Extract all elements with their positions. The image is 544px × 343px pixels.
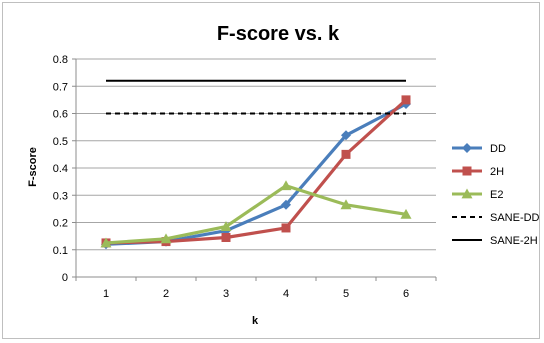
y-tick-label: 0.1: [53, 245, 68, 257]
legend-label: SANE-2H: [490, 235, 538, 247]
series-dd: [101, 98, 411, 250]
x-tick-label: 3: [223, 288, 229, 300]
data-point-e2: [160, 233, 172, 244]
y-tick-label: 0.3: [53, 190, 68, 202]
data-point-e2: [220, 221, 232, 231]
x-tick-label: 1: [103, 288, 109, 300]
axes: 0 0.1 0.2 0.3 0.4 0.5 0.6 0.7 0.8 1 2 3 4 5 6: [53, 54, 437, 300]
legend-marker: [462, 166, 472, 176]
data-point-2h: [401, 95, 411, 105]
y-tick-label: 0.7: [53, 81, 68, 93]
data-point-2h: [341, 149, 351, 159]
legend-label: E2: [490, 189, 503, 201]
chart-title: F-score vs. k: [217, 23, 340, 45]
series-2h: [101, 95, 411, 248]
data-point-2h: [281, 223, 291, 233]
data-point-dd: [281, 199, 291, 210]
series-lines: [100, 79, 412, 250]
y-tick-label: 0.2: [53, 218, 68, 230]
series-line-dd: [105, 102, 407, 246]
legend-item-2h: 2H: [452, 166, 504, 178]
chart-frame: [2, 2, 540, 339]
y-tick-label: 0.4: [53, 163, 68, 175]
data-point-dd: [341, 130, 351, 141]
y-tick-label: 0.8: [53, 54, 68, 66]
x-tick-label: 4: [283, 288, 289, 300]
data-point-e2: [100, 237, 112, 248]
series-line-2h: [105, 98, 408, 245]
x-tick-label: 2: [163, 288, 169, 300]
legend-marker: [462, 143, 472, 153]
legend-item-sane-dd: SANE-DD: [452, 212, 540, 224]
series-e2: [100, 180, 412, 248]
y-tick-label: 0.5: [53, 136, 68, 148]
legend-item-sane-2h: SANE-2H: [452, 235, 538, 247]
legend-marker: [461, 188, 473, 199]
gridlines: [76, 58, 436, 251]
legend-label: SANE-DD: [490, 212, 540, 224]
data-point-e2: [400, 208, 412, 219]
legend-label: DD: [490, 143, 506, 155]
data-point-e2: [340, 199, 352, 210]
legend-item-dd: DD: [452, 143, 506, 155]
data-point-e2: [280, 180, 292, 191]
legend-label: 2H: [490, 166, 504, 178]
y-tick-label: 0.6: [53, 109, 68, 121]
legend: DD 2H E2 SANE-DD SANE-2H: [452, 143, 540, 247]
series-line-e2: [105, 184, 407, 245]
x-tick-label: 5: [343, 288, 349, 300]
x-tick-label: 6: [403, 288, 409, 300]
legend-item-e2: E2: [452, 188, 503, 201]
y-axis-label: F-score: [27, 147, 39, 187]
data-point-2h: [221, 232, 231, 242]
y-tick-label: 0: [62, 272, 68, 284]
x-axis-label: k: [252, 315, 259, 327]
